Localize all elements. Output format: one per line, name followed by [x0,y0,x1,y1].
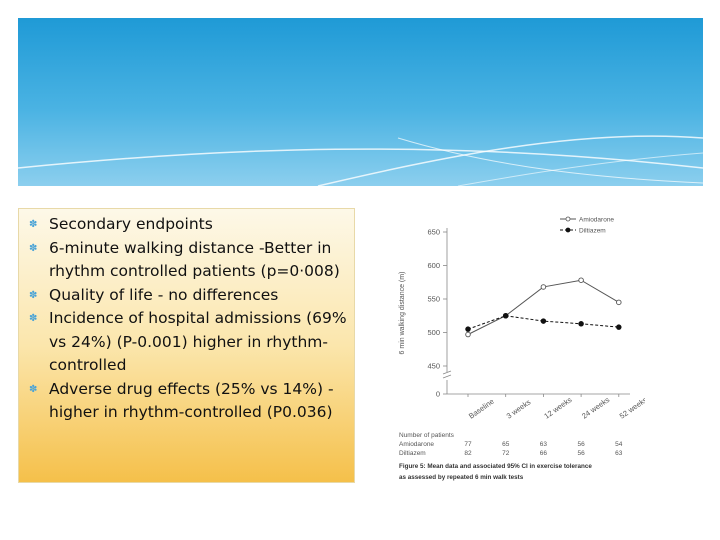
table-cell: 65 [502,441,510,448]
data-point [616,324,622,330]
y-tick-label: 0 [436,390,440,399]
bullet-list: Secondary endpoints6-minute walking dist… [19,209,354,425]
y-axis-label: 6 min walking distance (m) [399,272,406,355]
data-point [502,312,509,319]
y-tick-label: 450 [427,362,440,371]
y-tick-label: 550 [427,295,440,304]
title-banner [17,18,704,187]
table-cell: 66 [540,450,548,457]
bullet: Quality of life - no differences [29,284,348,308]
table-cell: 77 [464,441,472,448]
data-point [616,299,622,306]
legend-marker [565,227,571,233]
table-title: Number of patients [399,432,455,439]
data-point [465,326,471,332]
table-row-label: Amiodarone [399,441,434,448]
bullet: Incidence of hospital admissions (69% vs… [29,307,348,378]
data-point [465,331,471,338]
bullet: Adverse drug effects (25% vs 14%) - high… [29,378,348,425]
table-cell: 56 [577,441,585,448]
table-cell: 72 [502,450,510,457]
table-cell: 63 [615,450,623,457]
table-cell: 63 [540,441,548,448]
x-tick-label: 24 weeks [580,395,611,421]
legend-label: Diltiazem [579,228,606,235]
legend-label: Amiodarone [579,217,614,224]
table-row-label: Diltiazem [399,450,426,457]
table-cell: 56 [577,450,585,457]
caption: Figure 5: Mean data and associated 95% C… [399,463,592,470]
data-point [540,318,547,324]
y-tick-label: 500 [427,328,440,337]
x-tick-label: 3 weeks [505,397,533,420]
table-cell: 82 [464,450,472,457]
x-tick-label: Baseline [467,397,496,421]
series-line [467,315,619,330]
chart: 0 450 500 550 600 650 6 min walking distance (… [399,216,645,482]
x-tick-label: 12 weeks [542,395,573,421]
x-tick-label: 52 weeks [618,395,645,421]
caption: as assessed by repeated 6 min walk tests [399,474,524,481]
table-cell: 54 [615,441,623,448]
data-point [540,284,547,290]
legend-marker [565,216,571,222]
axis-break [442,370,452,379]
y-tick-label: 600 [427,261,440,270]
bullet: 6-minute walking distance -Better in rhy… [29,237,348,284]
bullet: Secondary endpoints [29,213,348,237]
data-point [578,321,584,327]
bullet-box: Secondary endpoints6-minute walking dist… [18,208,355,483]
y-tick-label: 650 [427,228,440,237]
banner-decoration [17,135,704,187]
data-point [578,277,584,283]
